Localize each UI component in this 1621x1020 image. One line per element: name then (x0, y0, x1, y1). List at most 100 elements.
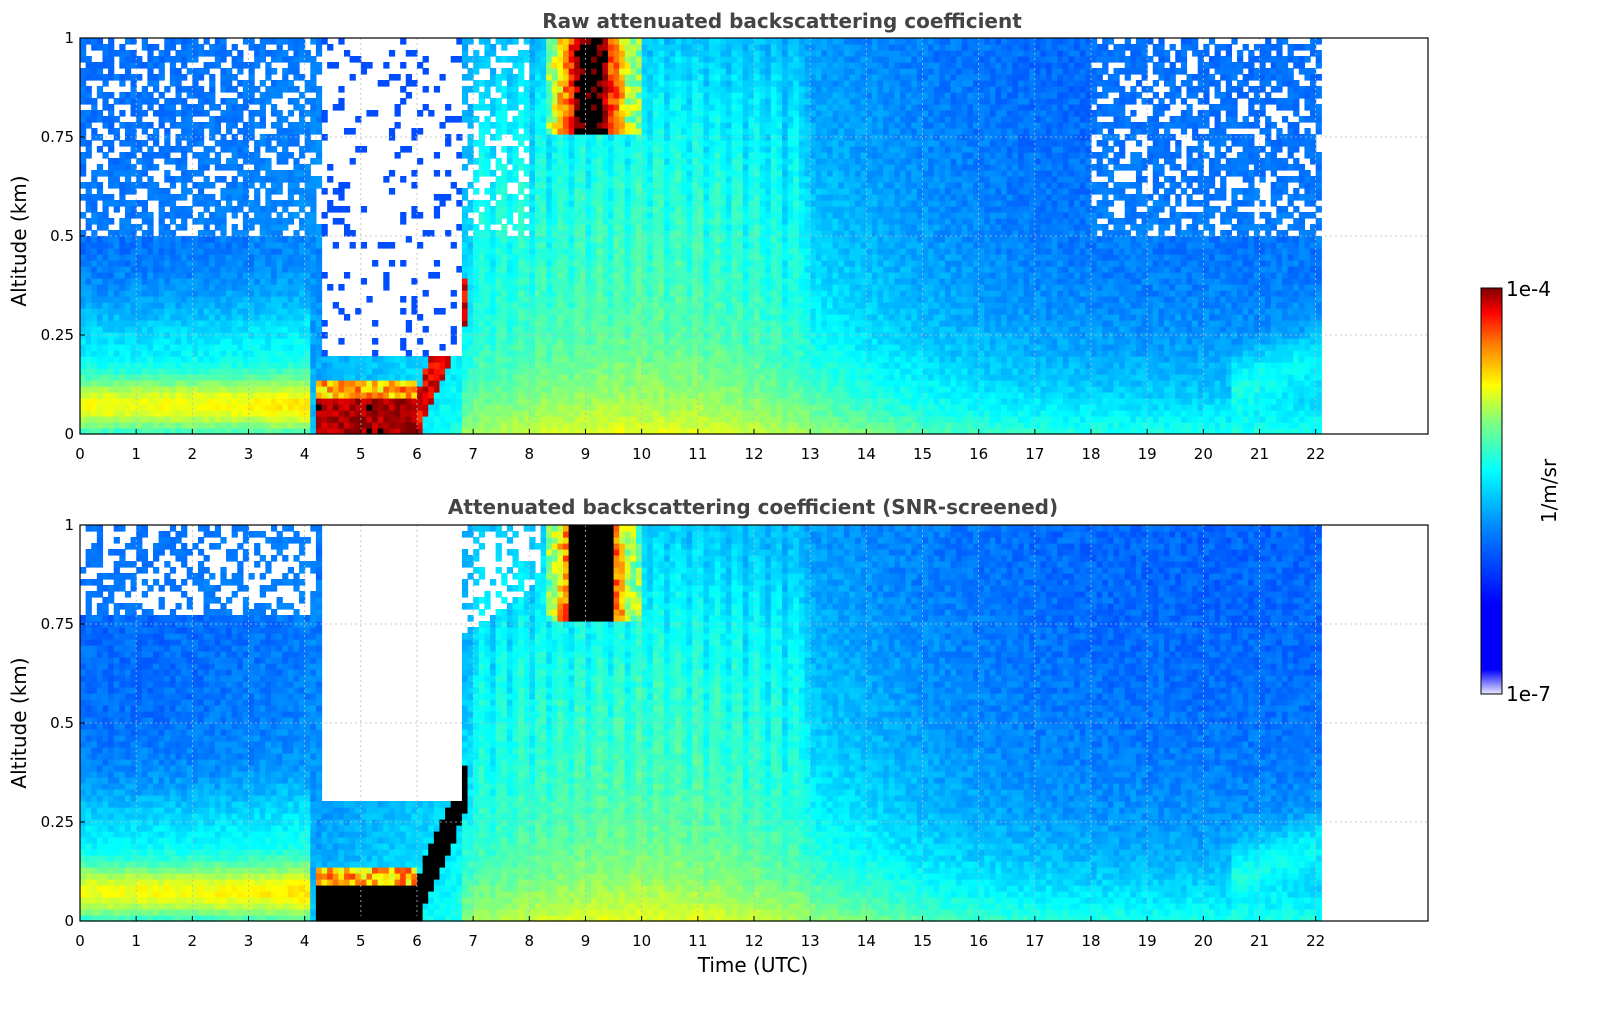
heatmap-cell (642, 44, 648, 51)
heatmap-cell (288, 188, 294, 195)
heatmap-cell (512, 386, 518, 393)
heatmap-cell (479, 62, 485, 69)
heatmap-cell (265, 344, 271, 351)
heatmap-cell (131, 422, 137, 429)
heatmap-cell (136, 98, 142, 105)
heatmap-cell (265, 272, 271, 279)
heatmap-cell (608, 182, 614, 189)
heatmap-cell (91, 182, 97, 189)
heatmap-cell (316, 302, 322, 309)
heatmap-cell (108, 62, 114, 69)
heatmap-cell (125, 362, 131, 369)
heatmap-cell (501, 350, 507, 357)
heatmap-cell (237, 236, 243, 243)
heatmap-cell (586, 80, 592, 87)
heatmap-cell (625, 218, 631, 225)
heatmap-cell (142, 386, 148, 393)
heatmap-cell (434, 152, 440, 159)
heatmap-cell (529, 374, 535, 381)
heatmap-cell (586, 44, 592, 51)
heatmap-cell (192, 248, 198, 255)
heatmap-cell (226, 350, 232, 357)
heatmap-cell (114, 116, 120, 123)
heatmap-cell (591, 44, 597, 51)
heatmap-cell (277, 296, 283, 303)
heatmap-cell (97, 86, 103, 93)
heatmap-cell (265, 380, 271, 387)
heatmap-cell (541, 254, 547, 261)
heatmap-cell (366, 422, 372, 429)
heatmap-cell (372, 260, 378, 267)
heatmap-cell (310, 110, 316, 117)
heatmap-cell (496, 206, 502, 213)
heatmap-cell (614, 338, 620, 345)
heatmap-cell (102, 410, 108, 417)
heatmap-cell (91, 116, 97, 123)
heatmap-cell (484, 152, 490, 159)
heatmap-cell (642, 266, 648, 273)
heatmap-cell (254, 296, 260, 303)
heatmap-cell (507, 296, 513, 303)
heatmap-cell (574, 218, 580, 225)
heatmap-cell (462, 326, 468, 333)
heatmap-cell (265, 68, 271, 75)
heatmap-cell (265, 362, 271, 369)
heatmap-cell (434, 410, 440, 417)
heatmap-cell (614, 314, 620, 321)
heatmap-cell (327, 44, 333, 51)
heatmap-cell (108, 350, 114, 357)
heatmap-cell (91, 218, 97, 225)
heatmap-cell (282, 224, 288, 231)
heatmap-cell (108, 296, 114, 303)
heatmap-cell (490, 308, 496, 315)
heatmap-cell (293, 164, 299, 171)
heatmap-cell (518, 116, 524, 123)
heatmap-cell (501, 296, 507, 303)
heatmap-cell (653, 338, 659, 345)
heatmap-cell (524, 92, 530, 99)
heatmap-cell (569, 338, 575, 345)
heatmap-cell (574, 266, 580, 273)
heatmap-cell (254, 62, 260, 69)
heatmap-cell (142, 416, 148, 423)
heatmap-cell (417, 368, 423, 375)
heatmap-cell (484, 386, 490, 393)
heatmap-cell (204, 176, 210, 183)
heatmap-cell (215, 56, 221, 63)
heatmap-cell (316, 242, 322, 249)
heatmap-cell (546, 110, 552, 117)
heatmap-cell (608, 356, 614, 363)
heatmap-cell (563, 326, 569, 333)
heatmap-cell (136, 62, 142, 69)
heatmap-cell (119, 194, 125, 201)
heatmap-cell (462, 416, 468, 423)
heatmap-cell (614, 284, 620, 291)
heatmap-cell (642, 86, 648, 93)
heatmap-cell (192, 356, 198, 363)
heatmap-cell (288, 176, 294, 183)
heatmap-cell (316, 320, 322, 327)
heatmap-cell (114, 326, 120, 333)
heatmap-cell (563, 122, 569, 129)
heatmap-cell (490, 398, 496, 405)
heatmap-cell (518, 386, 524, 393)
heatmap-cell (226, 302, 232, 309)
heatmap-cell (484, 320, 490, 327)
heatmap-cell (372, 380, 378, 387)
heatmap-cell (406, 236, 412, 243)
heatmap-cell (501, 326, 507, 333)
heatmap-cell (625, 296, 631, 303)
heatmap-cell (462, 260, 468, 267)
heatmap-cell (220, 218, 226, 225)
heatmap-cell (198, 374, 204, 381)
heatmap-cell (614, 80, 620, 87)
heatmap-cell (361, 368, 367, 375)
heatmap-cell (647, 284, 653, 291)
heatmap-cell (501, 116, 507, 123)
heatmap-cell (102, 380, 108, 387)
heatmap-cell (625, 146, 631, 153)
heatmap-cell (608, 188, 614, 195)
heatmap-cell (97, 278, 103, 285)
heatmap-cell (630, 110, 636, 117)
heatmap-cell (125, 254, 131, 261)
